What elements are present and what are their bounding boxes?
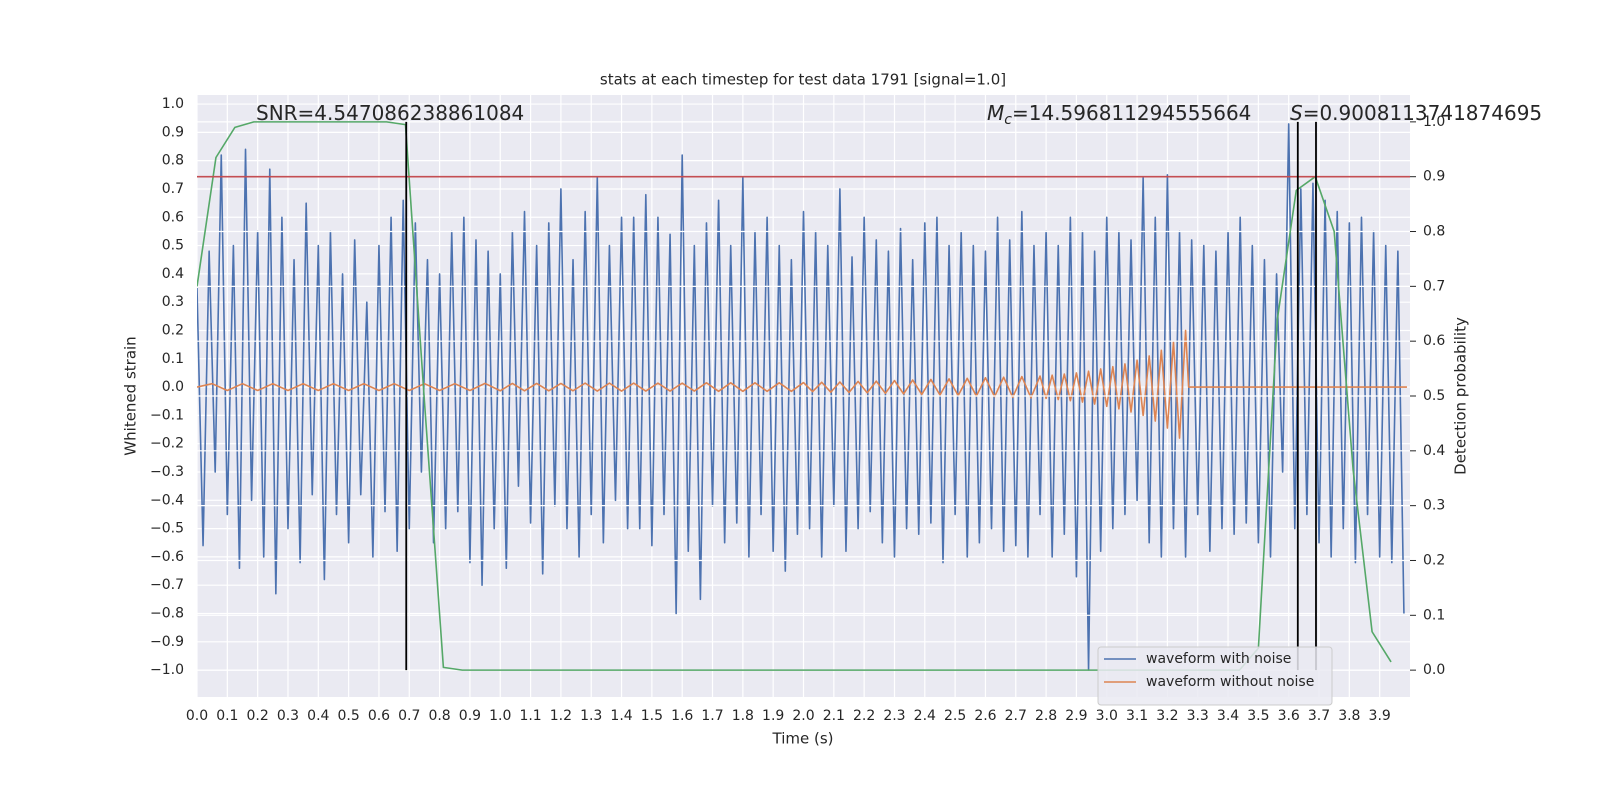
y-tick-label: 0.0: [162, 379, 184, 395]
x-tick-label: 1.4: [610, 708, 632, 724]
x-tick-label: 1.1: [519, 708, 541, 724]
series-layer: [197, 123, 1407, 671]
x-tick-label: 0.7: [398, 708, 420, 724]
y2-tick-label: 1.0: [1423, 114, 1445, 130]
y-tick-label: 0.6: [162, 209, 184, 225]
x-tick-label: 2.2: [853, 708, 875, 724]
legend-label: waveform with noise: [1146, 651, 1291, 667]
y2-tick-label: 0.2: [1423, 552, 1445, 568]
y-tick-label: 0.4: [162, 266, 184, 282]
x-axis-label: Time (s): [772, 730, 834, 748]
x-tick-label: 0.4: [307, 708, 329, 724]
x-tick-label: 1.0: [489, 708, 511, 724]
x-tick-label: 0.6: [368, 708, 390, 724]
x-tick-label: 1.7: [701, 708, 723, 724]
y-tick-label: −1.0: [150, 662, 184, 678]
labels: 0.0 0.1 0.2 0.3 0.4 0.5 0.6 0.7 0.8 0.9 1.0 1.1 1.2 1…: [150, 96, 1445, 724]
y-tick-label: 0.3: [162, 294, 184, 310]
x-tick-label: 3.0: [1096, 708, 1118, 724]
y-tick-label: −0.5: [150, 521, 184, 537]
x-tick-label: 3.5: [1247, 708, 1269, 724]
annotation-text: SNR=4.547086238861084: [256, 101, 524, 125]
x-tick-label: 1.2: [550, 708, 572, 724]
y2-tick-label: 0.5: [1423, 388, 1445, 404]
y2-axis-label: Detection probability: [1452, 317, 1470, 475]
y-tick-label: −0.8: [150, 606, 184, 622]
x-tick-label: 2.1: [823, 708, 845, 724]
x-tick-label: 3.4: [1217, 708, 1239, 724]
y2-tick-label: 0.9: [1423, 169, 1445, 185]
x-tick-label: 1.3: [580, 708, 602, 724]
x-tick-label: 2.4: [914, 708, 936, 724]
y2-tick-label: 0.8: [1423, 224, 1445, 240]
x-tick-label: 0.2: [247, 708, 269, 724]
legend: waveform with noise waveform without nois…: [1097, 646, 1333, 706]
y-tick-label: −0.2: [150, 436, 184, 452]
x-tick-label: 0.9: [459, 708, 481, 724]
y-tick-label: 1.0: [162, 96, 184, 112]
y-tick-label: −0.4: [150, 492, 184, 508]
x-tick-label: 2.7: [1005, 708, 1027, 724]
x-tick-label: 1.5: [641, 708, 663, 724]
y-tick-label: 0.5: [162, 238, 184, 254]
x-tick-label: 3.3: [1187, 708, 1209, 724]
y-tick-label: 0.8: [162, 153, 184, 169]
x-tick-label: 0.8: [428, 708, 450, 724]
grid-y2: [197, 121, 1410, 671]
y2-tick-label: 0.0: [1423, 662, 1445, 678]
x-tick-label: 2.6: [974, 708, 996, 724]
x-tick-label: 2.3: [883, 708, 905, 724]
y2-tick-label: 0.6: [1423, 333, 1445, 349]
annotation-text: =14.596811294555664: [1012, 101, 1251, 125]
y-axis-label: Whitened strain: [122, 336, 140, 455]
y2-tick-label: 0.1: [1423, 607, 1445, 623]
chart-title: stats at each timestep for test data 179…: [600, 71, 1006, 89]
y-tick-label: 0.9: [162, 124, 184, 140]
legend-box: [1097, 646, 1333, 706]
annotation-subscript: c: [1004, 112, 1012, 128]
x-tick-label: 2.8: [1035, 708, 1057, 724]
annotation: S=0.9008113741874695: [1290, 101, 1542, 125]
x-tick-label: 1.8: [732, 708, 754, 724]
series-line: [197, 329, 1407, 439]
y-tick-label: −0.7: [150, 577, 184, 593]
series-line: [197, 123, 1405, 671]
x-tick-label: 0.0: [186, 708, 208, 724]
y-tick-label: −0.6: [150, 549, 184, 565]
y-tick-label: 0.1: [162, 351, 184, 367]
y-tick-label: −0.1: [150, 407, 184, 423]
x-tick-label: 2.9: [1065, 708, 1087, 724]
x-tick-label: 3.2: [1156, 708, 1178, 724]
x-tick-label: 3.6: [1278, 708, 1300, 724]
y2-tick-label: 0.3: [1423, 498, 1445, 514]
x-tick-label: 3.8: [1338, 708, 1360, 724]
y2-tick-label: 0.7: [1423, 278, 1445, 294]
y-tick-label: 0.2: [162, 322, 184, 338]
x-tick-label: 0.5: [337, 708, 359, 724]
y-tick-label: −0.9: [150, 634, 184, 650]
annotation: SNR=4.547086238861084: [256, 101, 524, 125]
x-tick-label: 0.1: [216, 708, 238, 724]
y-tick-label: 0.7: [162, 181, 184, 197]
x-tick-label: 1.6: [671, 708, 693, 724]
y2-tick-label: 0.4: [1423, 443, 1445, 459]
legend-label: waveform without noise: [1146, 674, 1314, 690]
x-tick-label: 3.9: [1369, 708, 1391, 724]
x-tick-label: 3.1: [1126, 708, 1148, 724]
x-tick-label: 0.3: [277, 708, 299, 724]
y-tick-label: −0.3: [150, 464, 184, 480]
annotation-symbol: M: [987, 101, 1004, 125]
x-tick-label: 1.9: [762, 708, 784, 724]
annotation-text: =0.9008113741874695: [1303, 101, 1542, 125]
x-tick-label: 3.7: [1308, 708, 1330, 724]
annotation: Mc=14.596811294555664: [987, 101, 1251, 129]
annotation-symbol: S: [1290, 101, 1303, 125]
x-tick-label: 2.5: [944, 708, 966, 724]
x-tick-label: 2.0: [792, 708, 814, 724]
